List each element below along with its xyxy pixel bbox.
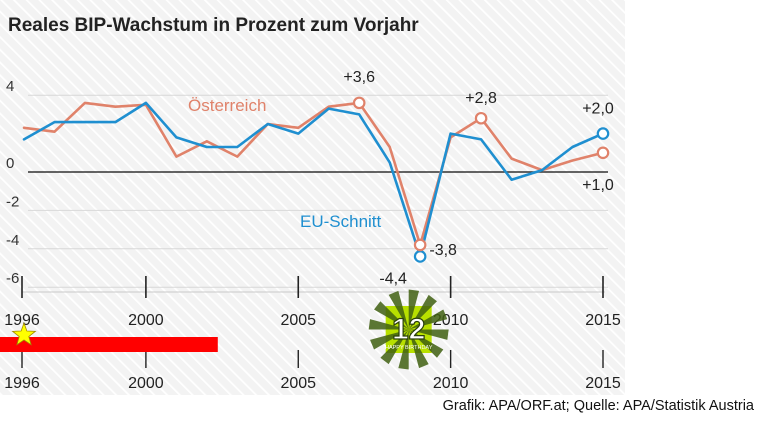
- series-label-osterreich: Österreich: [188, 96, 266, 115]
- badge-ray: [368, 319, 409, 330]
- annotation-label: +1,0: [582, 177, 614, 194]
- badge-ray: [408, 294, 437, 330]
- grid-lines: [28, 94, 608, 288]
- annotation-label: -4,4: [379, 270, 407, 287]
- annotation-label: +2,0: [582, 101, 614, 118]
- timeline-tick-label: 1996: [4, 375, 40, 392]
- series-label-eu-schnitt: EU-Schnitt: [300, 212, 382, 231]
- data-point-marker: [413, 250, 427, 263]
- badge-ray: [380, 329, 409, 365]
- data-point-marker: [596, 127, 610, 140]
- badge-ray: [408, 289, 420, 330]
- x-tick-label: 2005: [280, 312, 316, 329]
- badge-ray: [408, 329, 429, 369]
- timeline-tick-label: 2005: [280, 375, 316, 392]
- timeline-tick-label: 2000: [128, 375, 164, 392]
- annotation-label: +3,6: [343, 69, 375, 86]
- data-point-marker: [352, 96, 366, 110]
- badge-ray: [408, 329, 449, 340]
- x-tick-label: 2000: [128, 312, 164, 329]
- star-icon: [11, 321, 37, 346]
- annotation-label: +2,8: [465, 90, 497, 107]
- line-chart: Reales BIP-Wachstum in Prozent zum Vorja…: [0, 0, 625, 395]
- annotation-label: -3,8: [429, 242, 457, 259]
- timeline-progress-bar: [0, 337, 218, 352]
- timeline-tick-label: 2010: [433, 375, 469, 392]
- y-tick-label: -2: [6, 193, 19, 210]
- source-credit: Grafik: APA/ORF.at; Quelle: APA/Statisti…: [442, 398, 754, 414]
- y-axis-ticks: 4 0 -2 -4 -6: [6, 78, 19, 287]
- hatched-background: [0, 0, 625, 395]
- badge-ray: [398, 329, 409, 370]
- badge-ray: [374, 301, 409, 330]
- y-tick-label: 4: [6, 78, 14, 95]
- data-point-marker: [596, 146, 610, 160]
- y-tick-label: 0: [6, 155, 14, 172]
- badge-ray: [408, 329, 444, 358]
- chart-labels: +3,6 +2,8 +2,0 +1,0 -4,4 -3,8 Österreich EU-Sch…: [188, 69, 614, 288]
- timeline-tick-label: 2015: [585, 375, 621, 392]
- series-line-0: [22, 101, 605, 247]
- data-point-marker: [413, 238, 427, 252]
- badge-ray: [408, 309, 448, 330]
- y-tick-label: -6: [6, 270, 19, 287]
- badge-ray: [370, 329, 409, 350]
- badge-ray: [388, 290, 409, 330]
- badge-caption: HAPPY BIRTHDAY: [385, 345, 433, 351]
- chart-title: Reales BIP-Wachstum in Prozent zum Vorja…: [8, 15, 419, 36]
- series-line-1: [22, 101, 605, 258]
- badge-number: 12: [392, 313, 425, 346]
- data-point-marker: [474, 111, 488, 125]
- x-axis-ticks: 1996 2000 2005 2010 2015: [4, 276, 621, 329]
- x-tick-label: 1996: [4, 312, 40, 329]
- y-tick-label: -4: [6, 232, 19, 249]
- x-tick-label: 2015: [585, 312, 621, 329]
- chart-panel: Reales BIP-Wachstum in Prozent zum Vorja…: [0, 0, 625, 395]
- series-lines: [22, 96, 610, 263]
